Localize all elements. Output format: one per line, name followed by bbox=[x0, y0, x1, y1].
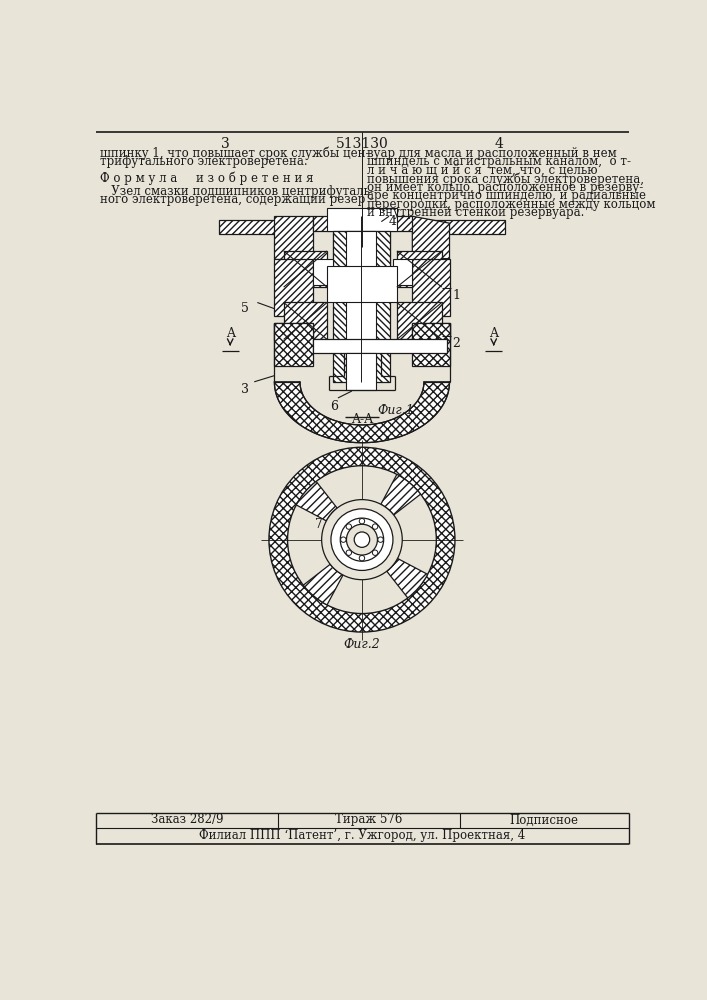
Polygon shape bbox=[284, 302, 327, 339]
Wedge shape bbox=[296, 481, 337, 521]
Bar bbox=[274, 323, 313, 340]
Text: трифутального электроверетена.: трифутального электроверетена. bbox=[100, 155, 308, 168]
Polygon shape bbox=[274, 323, 313, 366]
Text: 2: 2 bbox=[452, 337, 460, 350]
Text: 513130: 513130 bbox=[336, 137, 388, 151]
Polygon shape bbox=[218, 220, 305, 234]
Bar bbox=[332, 233, 390, 285]
Text: перегородки, расположенные между кольцом: перегородки, расположенные между кольцом bbox=[368, 198, 656, 211]
Text: 3: 3 bbox=[241, 383, 249, 396]
Circle shape bbox=[359, 555, 365, 561]
Bar bbox=[313, 339, 448, 353]
Text: шпиндель с магистральным каналом,  о т-: шпиндель с магистральным каналом, о т- bbox=[368, 155, 631, 168]
Circle shape bbox=[346, 524, 351, 529]
Circle shape bbox=[346, 524, 378, 555]
Text: A: A bbox=[226, 327, 235, 340]
Text: 6: 6 bbox=[381, 544, 390, 556]
Bar bbox=[393, 259, 412, 285]
Polygon shape bbox=[397, 251, 442, 287]
Bar bbox=[327, 208, 397, 231]
Text: ного электроверетена, содержащий резер -: ного электроверетена, содержащий резер - bbox=[100, 193, 373, 206]
Bar bbox=[327, 266, 397, 302]
Text: 4: 4 bbox=[495, 137, 503, 151]
Circle shape bbox=[322, 500, 402, 580]
Polygon shape bbox=[274, 259, 313, 316]
Text: Филиал ППП ‘Патент’, г. Ужгород, ул. Проектная, 4: Филиал ППП ‘Патент’, г. Ужгород, ул. Про… bbox=[199, 829, 525, 842]
Circle shape bbox=[346, 550, 351, 555]
Polygon shape bbox=[419, 220, 506, 234]
Circle shape bbox=[341, 537, 346, 542]
Text: Тираж 576: Тираж 576 bbox=[335, 813, 402, 826]
Polygon shape bbox=[332, 231, 390, 382]
Polygon shape bbox=[412, 323, 450, 366]
Polygon shape bbox=[274, 216, 313, 259]
Text: Подписное: Подписное bbox=[510, 813, 578, 826]
Bar bbox=[346, 231, 376, 382]
Polygon shape bbox=[412, 259, 450, 316]
Text: 6: 6 bbox=[330, 400, 338, 413]
Circle shape bbox=[373, 524, 378, 529]
Polygon shape bbox=[284, 251, 327, 287]
Bar bbox=[346, 353, 376, 389]
Text: 1: 1 bbox=[452, 289, 461, 302]
Circle shape bbox=[288, 466, 436, 614]
Wedge shape bbox=[387, 558, 428, 598]
Text: Ф о р м у л а     и з о б р е т е н и я: Ф о р м у л а и з о б р е т е н и я bbox=[100, 172, 313, 185]
Text: повышения срока службы электроверетена,: повышения срока службы электроверетена, bbox=[368, 172, 644, 186]
Circle shape bbox=[373, 550, 378, 555]
Bar bbox=[412, 323, 450, 340]
Text: он имеет кольцо, расположенное в резерву-: он имеет кольцо, расположенное в резерву… bbox=[368, 181, 643, 194]
Bar bbox=[313, 259, 332, 285]
Text: аре концентрично шпинделю, и радиальные: аре концентрично шпинделю, и радиальные bbox=[368, 189, 646, 202]
Text: 5: 5 bbox=[241, 302, 249, 315]
Circle shape bbox=[354, 532, 370, 547]
Text: A-A: A-A bbox=[351, 413, 373, 426]
Text: Фиг.1: Фиг.1 bbox=[378, 404, 414, 417]
Text: л и ч а ю щ и й с я  тем, что, с целью: л и ч а ю щ и й с я тем, что, с целью bbox=[368, 164, 598, 177]
Circle shape bbox=[378, 537, 383, 542]
Text: Узел смазки подшипников центрифуталь-: Узел смазки подшипников центрифуталь- bbox=[100, 185, 374, 198]
Circle shape bbox=[269, 447, 455, 632]
Wedge shape bbox=[381, 474, 421, 515]
Polygon shape bbox=[412, 216, 450, 259]
Text: шпинку 1, что повышает срок службы цен-: шпинку 1, что повышает срок службы цен- bbox=[100, 147, 370, 160]
Polygon shape bbox=[274, 382, 450, 443]
Polygon shape bbox=[313, 216, 412, 231]
Circle shape bbox=[331, 509, 393, 570]
Polygon shape bbox=[397, 302, 442, 339]
Circle shape bbox=[340, 518, 384, 561]
Wedge shape bbox=[303, 564, 343, 605]
Text: Заказ 282/9: Заказ 282/9 bbox=[151, 813, 223, 826]
Text: 4: 4 bbox=[389, 215, 397, 228]
Text: 3: 3 bbox=[221, 137, 230, 151]
Text: и внутренней стенкой резервуара.: и внутренней стенкой резервуара. bbox=[368, 206, 585, 219]
Text: 7: 7 bbox=[315, 518, 323, 531]
Text: Фиг.2: Фиг.2 bbox=[344, 638, 380, 651]
Text: A: A bbox=[489, 327, 498, 340]
Circle shape bbox=[359, 518, 365, 524]
Text: вуар для масла и расположенный в нем: вуар для масла и расположенный в нем bbox=[368, 147, 617, 160]
